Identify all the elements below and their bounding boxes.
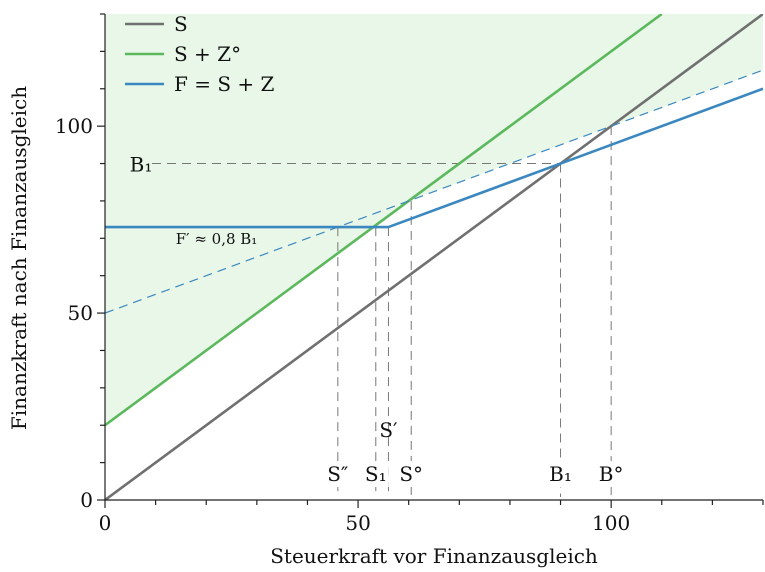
hline-label-0: B₁: [130, 153, 153, 177]
series-line-3: [105, 69, 763, 314]
vline-label-3: S°: [399, 462, 423, 486]
vline-label-bg-0: [324, 461, 351, 487]
vline-label-bg-1: [362, 461, 389, 487]
x-tick-label-100: 100: [592, 511, 630, 535]
vline-label-1: S₁: [365, 462, 387, 486]
series-line-0: [105, 14, 763, 500]
vline-label-2: S′: [379, 418, 398, 442]
legend-label-2: F = S + Z: [174, 72, 275, 96]
x-axis-label: Steuerkraft vor Finanzausgleich: [270, 544, 598, 568]
series-line-2: [105, 87, 763, 229]
vline-label-0: S″: [327, 462, 348, 486]
y-axis-label: Finanzkraft nach Finanzausgleich: [7, 86, 31, 430]
vline-label-bg-4: [547, 461, 574, 487]
reference-lines-layer: [152, 126, 612, 497]
labels-layer: S″ S₁ S′S° B₁ B° B₁ F′ ≈ 0,8 B₁: [130, 153, 625, 487]
vline-label-5: B°: [599, 462, 624, 486]
vline-label-4: B₁: [549, 462, 572, 486]
annotation-0: F′ ≈ 0,8 B₁: [176, 230, 258, 248]
shaded-region: [105, 14, 763, 426]
axes-layer: 0 50 100 0 50 100: [55, 13, 764, 535]
legend-label-0: S: [174, 12, 188, 36]
legend: S S + Z° F = S + Z: [125, 12, 275, 96]
x-tick-label-50: 50: [345, 511, 370, 535]
vline-label-bg-3: [398, 461, 425, 487]
series-line-1: [105, 14, 663, 427]
shaded-region-layer: [105, 14, 763, 426]
y-tick-label-100: 100: [55, 114, 93, 138]
y-tick-label-0: 0: [80, 488, 93, 512]
y-tick-label-50: 50: [68, 301, 93, 325]
x-tick-label-0: 0: [99, 511, 112, 535]
vline-label-bg-5: [598, 461, 625, 487]
series-layer: [105, 14, 763, 500]
legend-label-1: S + Z°: [174, 42, 241, 66]
